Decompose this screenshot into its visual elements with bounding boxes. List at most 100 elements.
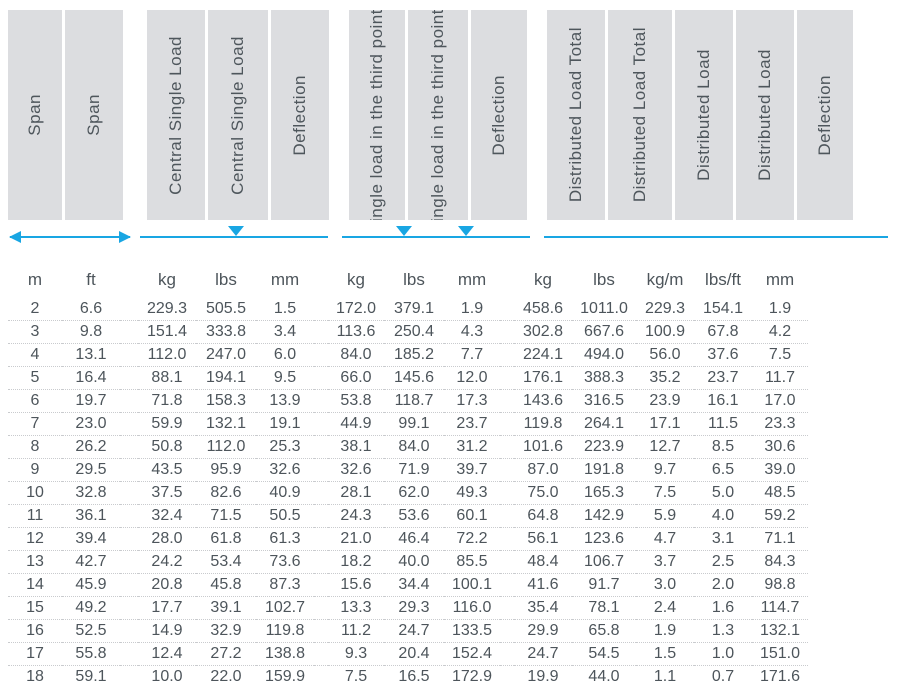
- cell-gap: [120, 321, 138, 344]
- table-row: 1652.514.932.9119.811.224.7133.529.965.8…: [8, 620, 894, 643]
- cell: 35.4: [514, 597, 572, 620]
- cell: 34.4: [384, 574, 444, 597]
- cell-gap: [120, 597, 138, 620]
- unit-lbsft: lbs/ft: [694, 270, 752, 290]
- cell: 143.6: [514, 390, 572, 413]
- cell: 39.4: [62, 528, 120, 551]
- cell: 119.8: [256, 620, 314, 643]
- cell: 11.7: [752, 367, 808, 390]
- units-row: m ft kg lbs mm kg lbs mm kg lbs kg/m lbs…: [8, 270, 894, 290]
- cell-gap: [120, 298, 138, 321]
- cell: 32.6: [256, 459, 314, 482]
- cell: 66.0: [328, 367, 384, 390]
- cell: 23.0: [62, 413, 120, 436]
- cell: 19.1: [256, 413, 314, 436]
- cell-gap: [500, 321, 514, 344]
- cell: 458.6: [514, 298, 572, 321]
- cell: 7.5: [636, 482, 694, 505]
- cell: 8: [8, 436, 62, 459]
- cell: 23.7: [694, 367, 752, 390]
- cell: 18.2: [328, 551, 384, 574]
- cell: 264.1: [572, 413, 636, 436]
- cell: 101.6: [514, 436, 572, 459]
- cell: 6: [8, 390, 62, 413]
- cell: 9.7: [636, 459, 694, 482]
- cell: 116.0: [444, 597, 500, 620]
- cell: 39.7: [444, 459, 500, 482]
- cell: 1.5: [256, 298, 314, 321]
- cell: 1.5: [636, 643, 694, 666]
- cell: 48.4: [514, 551, 572, 574]
- cell: 59.2: [752, 505, 808, 528]
- cell: 6.5: [694, 459, 752, 482]
- cell: 84.3: [752, 551, 808, 574]
- cell: 27.2: [196, 643, 256, 666]
- cell: 13.3: [328, 597, 384, 620]
- cell: 7.7: [444, 344, 500, 367]
- cell-gap: [314, 413, 328, 436]
- header-central-lbs: Central Single Load: [208, 10, 268, 220]
- cell: 40.9: [256, 482, 314, 505]
- cell: 71.5: [196, 505, 256, 528]
- group-line-dist: [544, 236, 888, 238]
- data-rows: 26.6229.3505.51.5172.0379.11.9458.61011.…: [8, 298, 894, 688]
- load-triangle-icon: [228, 226, 244, 236]
- cell: 39.1: [196, 597, 256, 620]
- cell-gap: [120, 643, 138, 666]
- unit-m: m: [8, 270, 62, 290]
- group-line-third: [342, 236, 530, 238]
- cell: 4.2: [752, 321, 808, 344]
- cell: 91.7: [572, 574, 636, 597]
- unit-mm: mm: [752, 270, 808, 290]
- cell: 3.7: [636, 551, 694, 574]
- cell: 9.8: [62, 321, 120, 344]
- cell: 1.3: [694, 620, 752, 643]
- cell-gap: [120, 505, 138, 528]
- cell: 118.7: [384, 390, 444, 413]
- cell-gap: [314, 528, 328, 551]
- header-dist-kgm: Distributed Load: [675, 10, 733, 220]
- cell: 7.5: [328, 666, 384, 688]
- cell-gap: [120, 620, 138, 643]
- cell: 247.0: [196, 344, 256, 367]
- cell: 0.7: [694, 666, 752, 688]
- cell: 1.0: [694, 643, 752, 666]
- header-dist-lbsft: Distributed Load: [736, 10, 794, 220]
- cell: 302.8: [514, 321, 572, 344]
- cell: 132.1: [196, 413, 256, 436]
- cell: 151.0: [752, 643, 808, 666]
- cell-gap: [500, 459, 514, 482]
- cell: 8.5: [694, 436, 752, 459]
- cell: 2.0: [694, 574, 752, 597]
- cell: 3.4: [256, 321, 314, 344]
- cell: 37.5: [138, 482, 196, 505]
- header-gap: [126, 10, 144, 220]
- cell: 78.1: [572, 597, 636, 620]
- cell: 95.9: [196, 459, 256, 482]
- cell-gap: [500, 574, 514, 597]
- cell: 36.1: [62, 505, 120, 528]
- cell: 11.5: [694, 413, 752, 436]
- cell: 49.2: [62, 597, 120, 620]
- cell: 112.0: [138, 344, 196, 367]
- cell-gap: [314, 620, 328, 643]
- cell: 67.8: [694, 321, 752, 344]
- cell: 38.1: [328, 436, 384, 459]
- cell: 75.0: [514, 482, 572, 505]
- cell: 2.5: [694, 551, 752, 574]
- cell: 54.5: [572, 643, 636, 666]
- cell: 41.6: [514, 574, 572, 597]
- cell: 71.8: [138, 390, 196, 413]
- cell: 31.2: [444, 436, 500, 459]
- cell-gap: [500, 551, 514, 574]
- cell: 39.0: [752, 459, 808, 482]
- cell: 15.6: [328, 574, 384, 597]
- cell: 7: [8, 413, 62, 436]
- cell: 20.4: [384, 643, 444, 666]
- cell: 106.7: [572, 551, 636, 574]
- cell: 159.9: [256, 666, 314, 688]
- cell: 5.9: [636, 505, 694, 528]
- header-third-kg: single load in the third points: [349, 10, 405, 220]
- cell: 52.5: [62, 620, 120, 643]
- cell: 102.7: [256, 597, 314, 620]
